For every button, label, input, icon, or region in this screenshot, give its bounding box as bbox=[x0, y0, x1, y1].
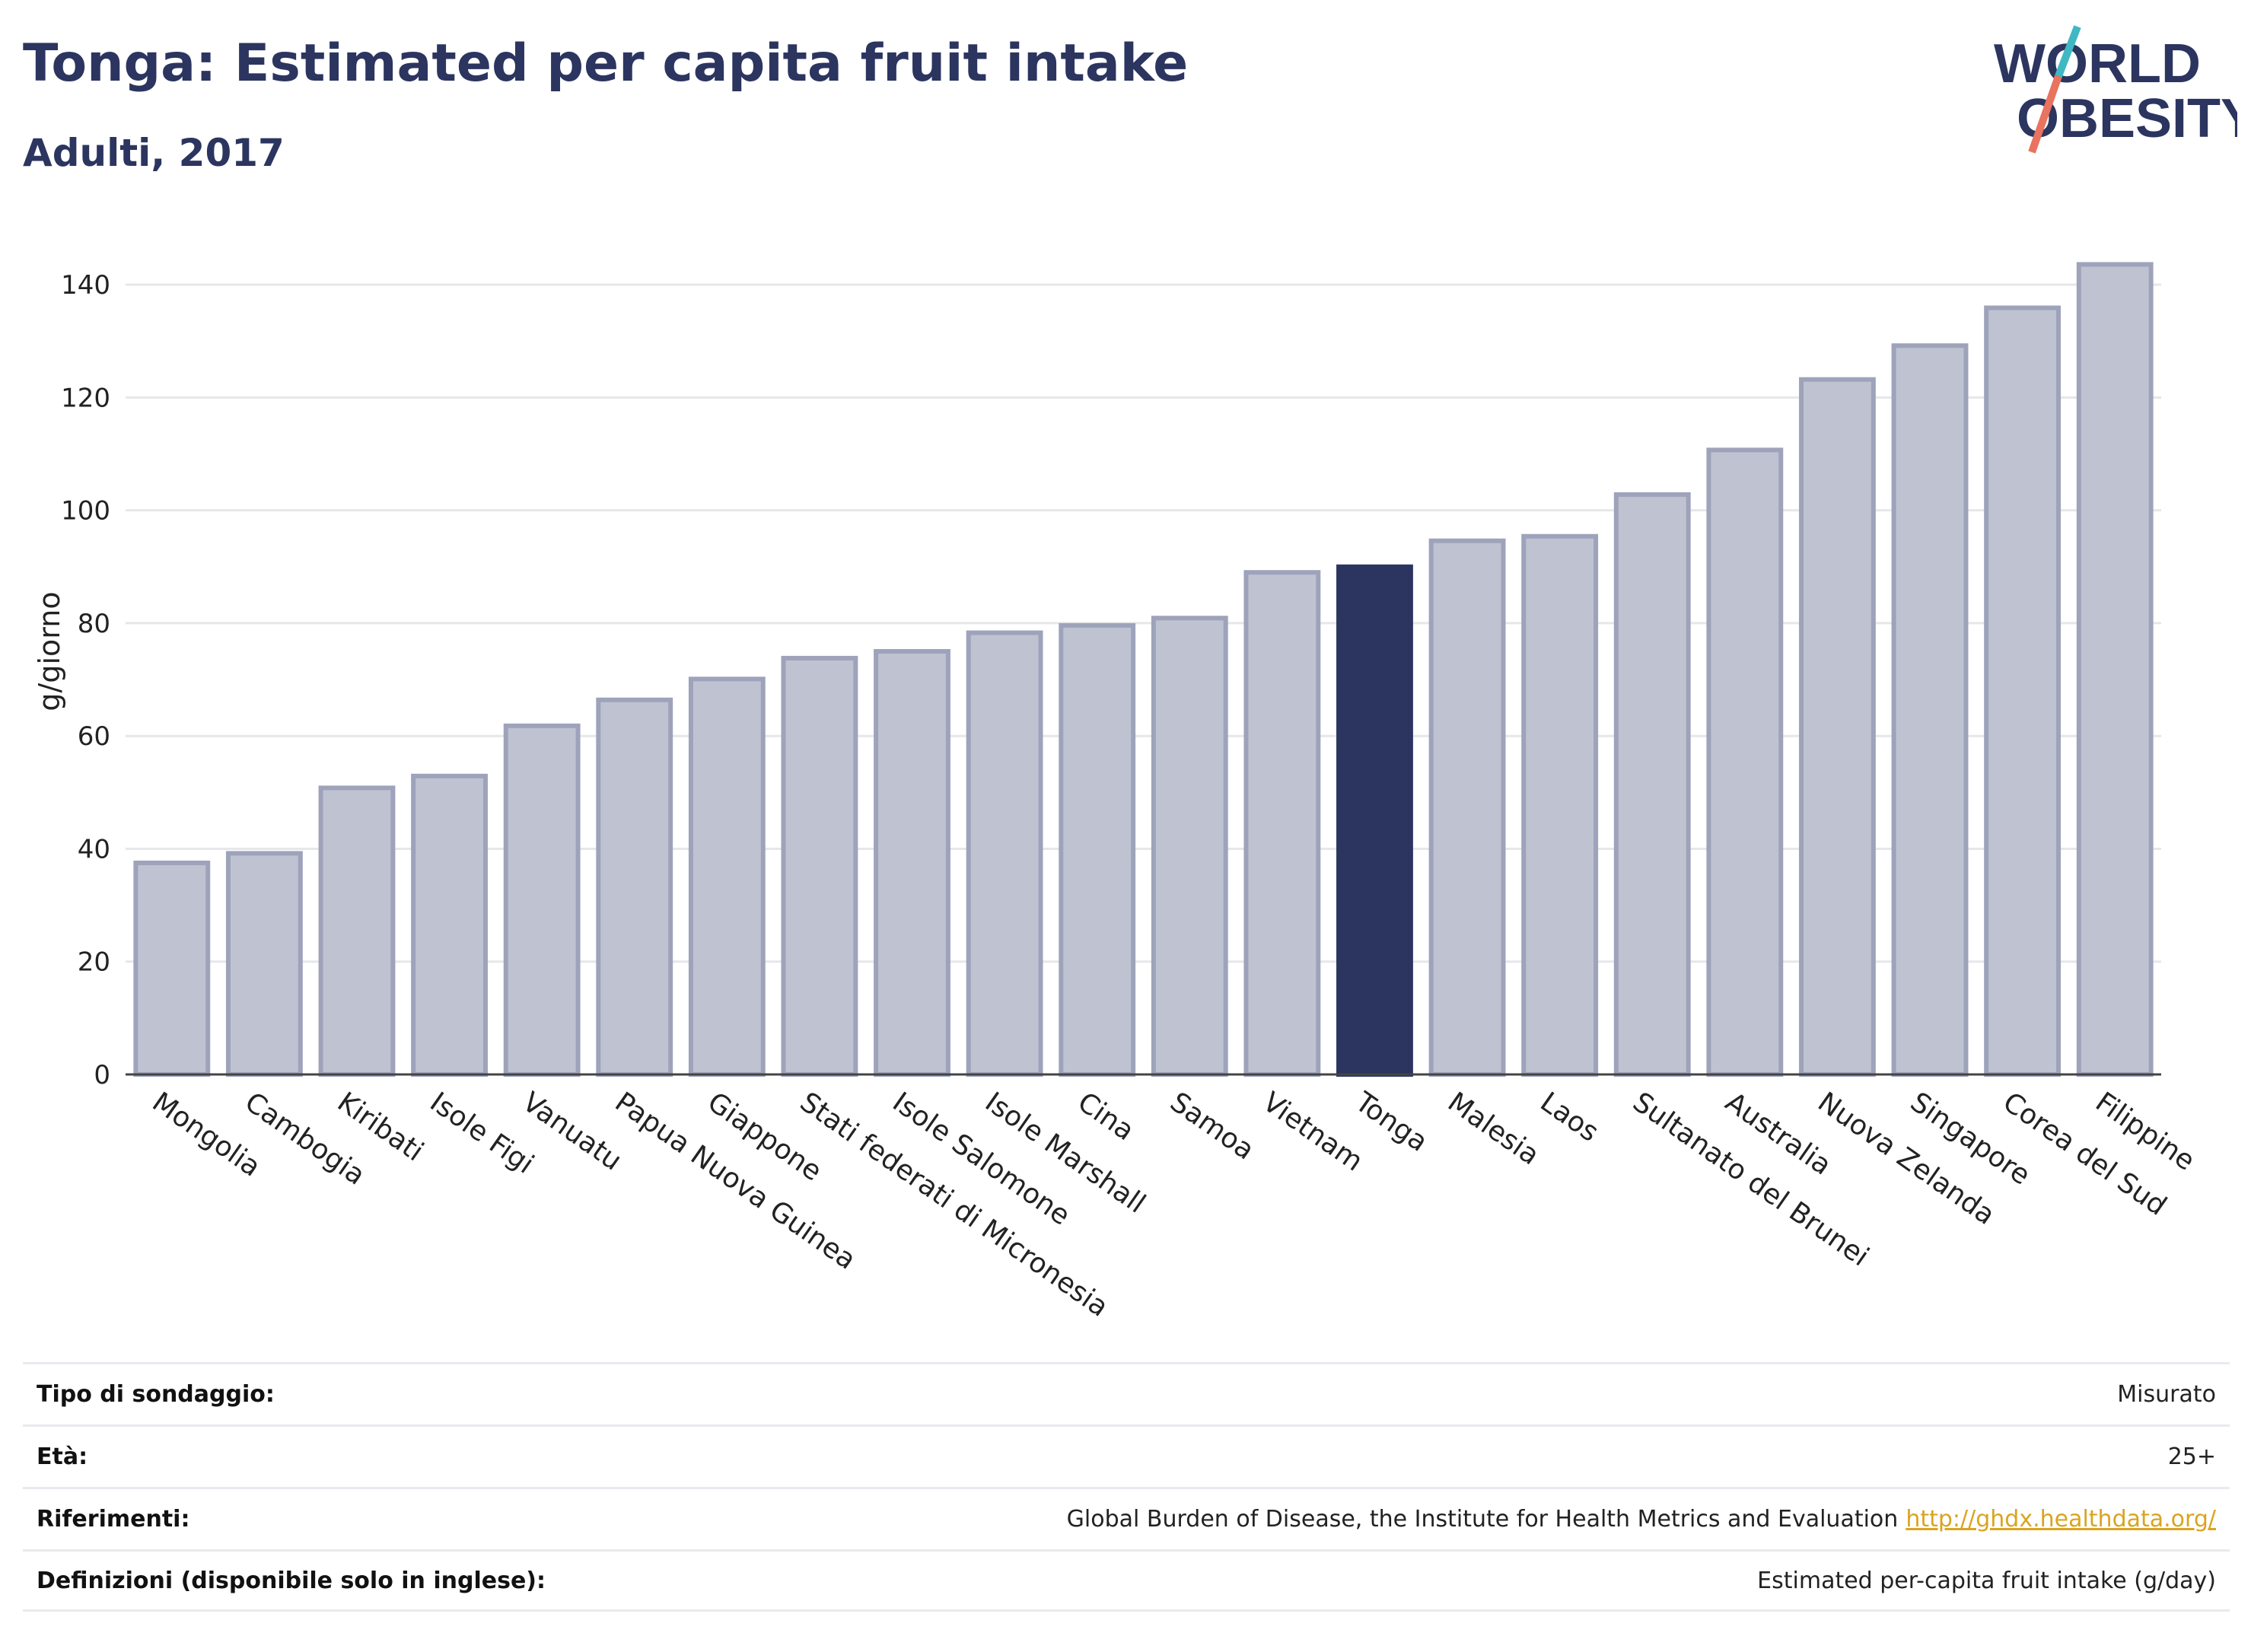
survey-type-label: Tipo di sondaggio: bbox=[37, 1381, 275, 1408]
bar bbox=[1521, 533, 1599, 1077]
bar bbox=[1151, 616, 1228, 1077]
bar bbox=[1799, 377, 1876, 1077]
x-tick-label: Laos bbox=[1534, 1087, 1603, 1148]
meta-row-age: Età: 25+ bbox=[23, 1424, 2230, 1487]
x-tick-label: Cina bbox=[1072, 1087, 1140, 1147]
bar bbox=[688, 676, 766, 1077]
x-tick-label: Vietnam bbox=[1257, 1087, 1368, 1178]
bar bbox=[1984, 305, 2062, 1077]
bar bbox=[1613, 492, 1691, 1077]
chart-title: Tonga: Estimated per capita fruit intake bbox=[23, 33, 1189, 94]
age-label: Età: bbox=[37, 1444, 88, 1470]
bar bbox=[133, 861, 211, 1077]
bar bbox=[596, 697, 673, 1077]
definitions-value: Estimated per-capita fruit intake (g/day… bbox=[1757, 1567, 2216, 1594]
bar bbox=[1891, 343, 1969, 1077]
y-tick-label: 20 bbox=[78, 947, 110, 978]
bar bbox=[1059, 622, 1136, 1077]
bar bbox=[318, 785, 396, 1077]
x-tick-label: Isole Figi bbox=[424, 1087, 539, 1180]
x-tick-label: Vanuatu bbox=[517, 1087, 627, 1177]
x-tick-label: Corea del Sud bbox=[1997, 1087, 2172, 1222]
x-tick-label: Samoa bbox=[1164, 1087, 1259, 1167]
y-tick-label: 140 bbox=[61, 270, 110, 301]
meta-row-survey: Tipo di sondaggio: Misurato bbox=[23, 1362, 2230, 1424]
bar-highlight bbox=[1336, 564, 1413, 1077]
survey-type-value: Misurato bbox=[2117, 1381, 2216, 1408]
meta-row-definitions: Definizioni (disponibile solo in inglese… bbox=[23, 1549, 2230, 1612]
references-value: Global Burden of Disease, the Institute … bbox=[1067, 1506, 2216, 1533]
y-tick-label: 40 bbox=[78, 834, 110, 864]
y-tick-label: 60 bbox=[78, 721, 110, 752]
bar bbox=[874, 649, 950, 1077]
logo-word-world: WORLD bbox=[1994, 33, 2201, 94]
metadata-table: Tipo di sondaggio: Misurato Età: 25+ Rif… bbox=[23, 1362, 2230, 1612]
bar bbox=[1243, 570, 1321, 1077]
bar bbox=[1428, 538, 1506, 1077]
definitions-label: Definizioni (disponibile solo in inglese… bbox=[37, 1567, 546, 1594]
x-tick-label: Malesia bbox=[1442, 1087, 1545, 1172]
references-text: Global Burden of Disease, the Institute … bbox=[1066, 1506, 1899, 1533]
y-axis-label: g/giorno bbox=[33, 591, 66, 711]
world-obesity-logo: WORLD OBESITY bbox=[1994, 25, 2237, 154]
y-tick-label: 80 bbox=[78, 609, 110, 639]
bar bbox=[781, 655, 858, 1077]
chart-subtitle: Adulti, 2017 bbox=[23, 131, 285, 175]
bar bbox=[225, 851, 303, 1077]
age-value: 25+ bbox=[2167, 1444, 2216, 1470]
references-link[interactable]: http://ghdx.healthdata.org/ bbox=[1906, 1506, 2216, 1533]
references-label: Riferimenti: bbox=[37, 1506, 190, 1533]
bar bbox=[966, 630, 1043, 1077]
bar bbox=[1706, 447, 1784, 1077]
bar bbox=[411, 773, 488, 1077]
bar bbox=[2076, 262, 2154, 1077]
meta-row-references: Riferimenti: Global Burden of Disease, t… bbox=[23, 1487, 2230, 1549]
y-tick-label: 0 bbox=[94, 1060, 110, 1090]
y-tick-label: 100 bbox=[61, 496, 110, 527]
bar bbox=[503, 723, 581, 1077]
y-tick-label: 120 bbox=[61, 383, 110, 413]
bar-chart: 020406080100120140g/giornoMongoliaCambog… bbox=[33, 262, 2200, 1323]
